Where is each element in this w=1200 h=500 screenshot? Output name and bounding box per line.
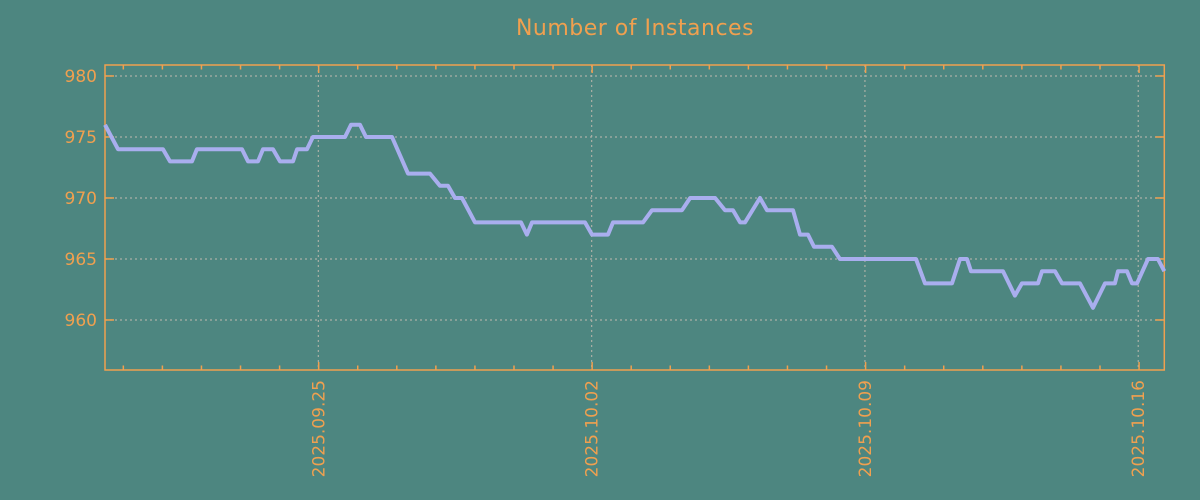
x-tick-label: 2025.10.02: [583, 380, 603, 477]
y-tick-label: 975: [65, 128, 97, 148]
y-tick-label: 980: [65, 67, 97, 87]
x-tick-label: 2025.09.25: [309, 380, 329, 477]
y-tick-label: 960: [65, 311, 97, 331]
x-tick-label: 2025.10.16: [1129, 380, 1149, 477]
plot-border: [104, 64, 1166, 371]
y-tick-label: 965: [65, 250, 97, 270]
x-tick-label: 2025.10.09: [856, 380, 876, 477]
y-tick-label: 970: [65, 189, 97, 209]
data-line: [103, 122, 1167, 310]
chart-title: Number of Instances: [515, 16, 755, 41]
